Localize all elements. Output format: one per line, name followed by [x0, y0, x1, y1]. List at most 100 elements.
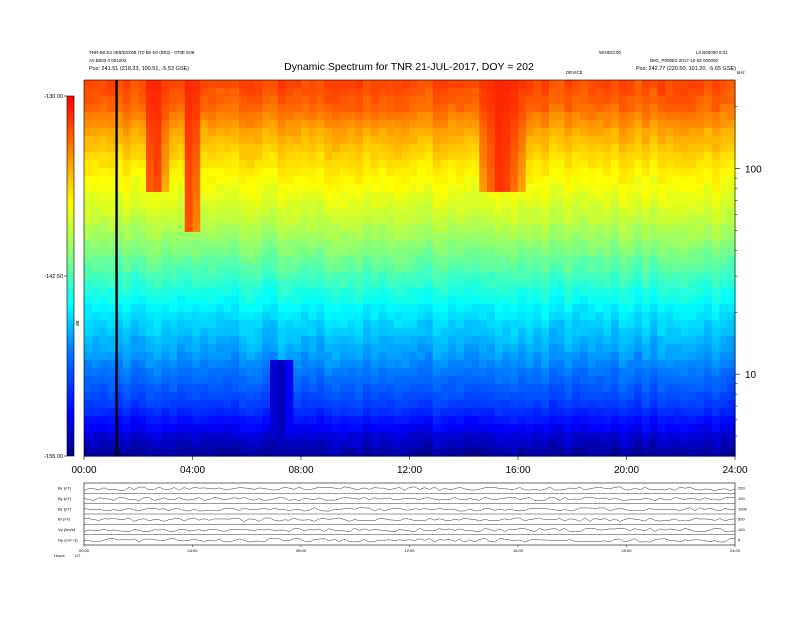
spectrogram-cell: [611, 112, 620, 121]
spectrogram-cell: [386, 120, 395, 129]
spectrogram-cell: [688, 376, 697, 385]
spectrogram-cell: [355, 384, 364, 393]
spectrogram-cell: [696, 128, 705, 137]
spectrogram-cell: [130, 144, 139, 153]
spectrogram-cell: [394, 448, 403, 457]
spectrogram-cell: [146, 192, 155, 201]
spectrogram-cell: [223, 360, 232, 369]
spectrogram-cell: [130, 328, 139, 337]
spectrogram-cell: [618, 112, 628, 121]
spectrogram-cell: [301, 304, 310, 313]
spectrogram-cell: [518, 296, 527, 305]
spectrogram-cell: [332, 376, 341, 385]
spectrogram-cell: [339, 280, 349, 289]
spectrogram-cell: [215, 272, 225, 281]
spectrogram-cell: [502, 80, 511, 89]
spectrogram-cell: [386, 408, 395, 417]
spectrogram-cell: [378, 152, 387, 161]
spectrogram-cell: [200, 168, 209, 177]
spectrogram-cell: [696, 328, 705, 337]
spectrogram-cell: [208, 376, 217, 385]
spectrogram-cell: [363, 80, 372, 89]
spectrogram-cell: [556, 384, 566, 393]
spectrogram-cell: [704, 440, 713, 449]
spectrogram-cell: [456, 288, 465, 297]
spectrogram-cell: [673, 248, 682, 257]
spectrogram-cell: [417, 336, 426, 345]
spectrogram-cell: [293, 112, 302, 121]
spectrogram-cell: [642, 96, 651, 105]
spectrogram-cell: [316, 328, 325, 337]
spectrogram-cell: [223, 432, 232, 441]
spectrogram-cell: [200, 400, 209, 409]
spectrogram-cell: [277, 312, 287, 321]
spectrogram-cell: [301, 360, 310, 369]
spectrogram-cell: [425, 184, 434, 193]
spectrogram-cell: [525, 328, 535, 337]
spectrogram-cell: [572, 216, 581, 225]
spectrogram-cell: [587, 136, 597, 145]
spectrogram-cell: [370, 288, 380, 297]
spectrogram-cell: [727, 416, 736, 425]
spectrogram-cell: [696, 104, 705, 113]
spectrogram-cell: [324, 424, 333, 433]
spectrogram-cell: [192, 128, 201, 137]
spectrogram-cell: [394, 144, 403, 153]
spectrogram-cell: [332, 88, 341, 97]
spectrogram-cell: [696, 440, 705, 449]
spectrogram-cell: [239, 368, 248, 377]
spectrogram-cell: [239, 416, 248, 425]
spectrogram-cell: [177, 232, 186, 241]
spectrogram-cell: [479, 312, 488, 321]
spectrogram-cell: [231, 272, 240, 281]
spectrogram-cell: [378, 256, 387, 265]
spectrogram-cell: [370, 248, 380, 257]
spectrogram-cell: [533, 392, 542, 401]
spectrogram-cell: [138, 344, 147, 353]
spectrogram-cell: [456, 328, 465, 337]
spectrogram-cell: [215, 280, 225, 289]
spectrogram-cell: [417, 136, 426, 145]
spectrogram-cell: [301, 272, 310, 281]
spectrogram-cell: [308, 112, 318, 121]
spectrogram-cell: [355, 144, 364, 153]
spectrogram-cell: [332, 360, 341, 369]
spectrogram-cell: [479, 104, 488, 113]
spectrogram-cell: [324, 240, 333, 249]
spectrogram-cell: [332, 208, 341, 217]
spectrogram-cell: [146, 128, 155, 137]
spectrogram-cell: [432, 224, 442, 233]
spectrogram-cell: [200, 232, 209, 241]
spectrogram-cell: [595, 136, 604, 145]
spectrogram-cell: [254, 384, 263, 393]
spectrogram-cell: [688, 328, 697, 337]
header-left-line1: TNR-B0 E2 0E8/E0X0B (T0 B0 E0 (B03) - 0T…: [89, 50, 195, 55]
spectrogram-cell: [525, 168, 535, 177]
spectrogram-cell: [611, 408, 620, 417]
spectrogram-cell: [347, 280, 356, 289]
spectrogram-cell: [564, 376, 573, 385]
spectrogram-cell: [215, 304, 225, 313]
y-axis-tick-label: 100: [745, 165, 762, 176]
spectrogram-cell: [456, 128, 465, 137]
spectrogram-cell: [657, 320, 666, 329]
spectrogram-cell: [301, 200, 310, 209]
spectrogram-cell: [355, 112, 364, 121]
spectrogram-cell: [293, 296, 302, 305]
spectrogram-cell: [394, 328, 403, 337]
spectrogram-cell: [618, 152, 628, 161]
spectrogram-cell: [169, 440, 178, 449]
lower-x-tick-label: 24:00: [730, 548, 741, 553]
spectrogram-cell: [440, 432, 449, 441]
spectrogram-cell: [138, 296, 147, 305]
spectrogram-cell: [153, 440, 163, 449]
spectrogram-cell: [401, 408, 411, 417]
spectrogram-cell: [634, 192, 643, 201]
spectrogram-cell: [657, 192, 666, 201]
spectrogram-cell: [463, 336, 473, 345]
spectrogram-cell: [665, 296, 674, 305]
spectrogram-cell: [580, 304, 589, 313]
spectrogram-cell: [208, 136, 217, 145]
spectrogram-cell: [246, 296, 256, 305]
spectrogram-cell: [355, 440, 364, 449]
